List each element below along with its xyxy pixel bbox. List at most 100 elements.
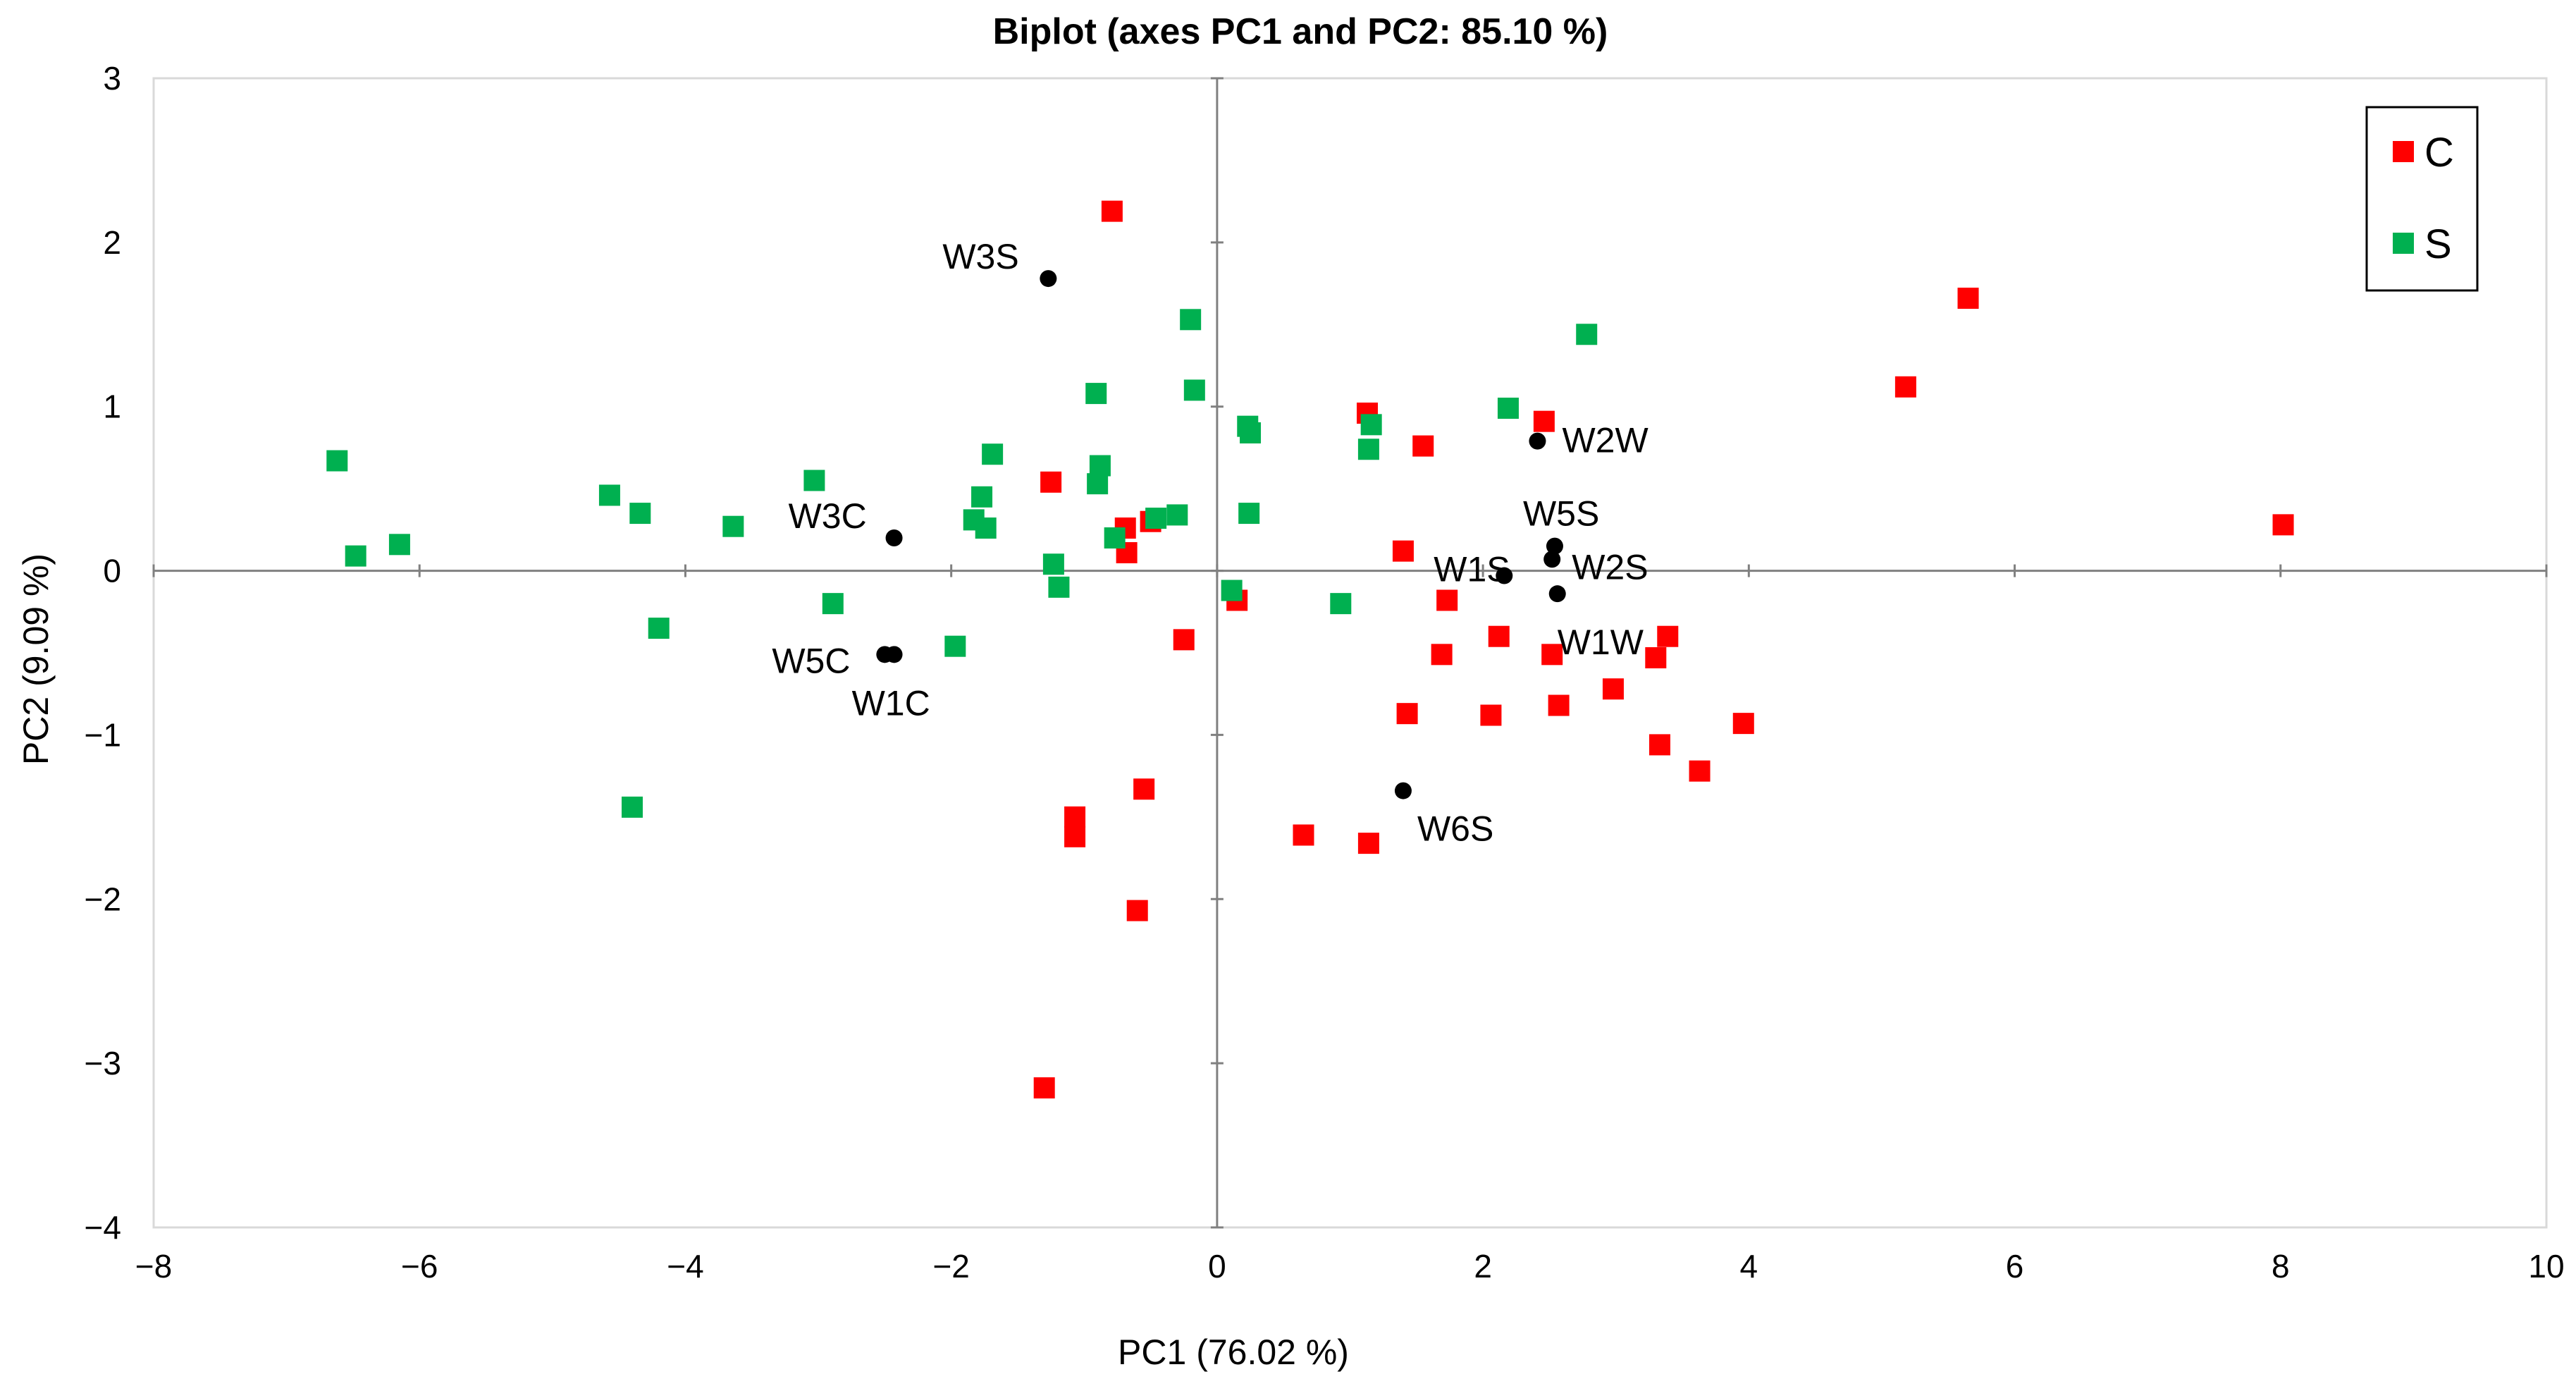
tick-labels: −8 −6 −4 −2 0 2 4 6 8 10 −4 −3 −2 −1 0 1 2 3 xyxy=(85,60,2565,1285)
point-S xyxy=(1180,309,1202,331)
point-S xyxy=(629,503,651,525)
point-C xyxy=(1033,1077,1055,1099)
x-tick-label: 10 xyxy=(2528,1248,2564,1285)
point-C xyxy=(1648,734,1670,756)
variable-point xyxy=(1546,537,1563,555)
variable-point xyxy=(1040,270,1057,288)
x-tick-label: 8 xyxy=(2272,1248,2290,1285)
x-tick-label: −4 xyxy=(667,1248,703,1285)
x-tick-label: −6 xyxy=(401,1248,438,1285)
variable-label: W1W xyxy=(1558,623,1644,662)
x-tick-label: 0 xyxy=(1208,1248,1226,1285)
variable-point xyxy=(885,529,903,546)
point-C xyxy=(1133,778,1155,800)
point-S xyxy=(944,635,966,657)
point-S xyxy=(1360,414,1382,436)
point-C xyxy=(1541,644,1563,666)
variable-label: W1S xyxy=(1434,550,1510,589)
point-C xyxy=(1126,900,1148,921)
point-C xyxy=(1396,703,1418,725)
point-S xyxy=(982,443,1004,465)
point-C xyxy=(1064,826,1086,847)
legend-label-C: C xyxy=(2424,130,2454,176)
point-S xyxy=(1166,504,1188,526)
point-S xyxy=(975,517,997,539)
point-S xyxy=(1089,455,1111,477)
point-S xyxy=(1240,422,1262,443)
variable-label: W2S xyxy=(1572,547,1648,587)
y-axis-label: PC2 (9.09 %) xyxy=(16,553,56,765)
point-S xyxy=(1042,553,1064,575)
point-C xyxy=(1480,704,1502,726)
point-C xyxy=(1548,694,1570,716)
point-S xyxy=(1085,383,1107,405)
point-S xyxy=(1183,379,1205,401)
variable-label: W5C xyxy=(772,641,850,680)
point-S xyxy=(648,618,670,639)
point-C xyxy=(1357,833,1379,854)
variable-label: W5S xyxy=(1523,494,1599,534)
y-tick-label: 1 xyxy=(103,388,121,425)
point-S xyxy=(345,545,366,567)
point-C xyxy=(1412,435,1434,457)
legend-label-S: S xyxy=(2424,221,2452,267)
x-tick-label: 4 xyxy=(1740,1248,1758,1285)
y-tick-label: −3 xyxy=(85,1045,121,1081)
point-C xyxy=(1173,629,1195,651)
point-S xyxy=(1145,508,1167,529)
y-tick-label: 0 xyxy=(103,553,121,589)
axes-layer xyxy=(152,77,2548,1229)
point-S xyxy=(598,484,620,506)
y-tick-label: −2 xyxy=(85,881,121,917)
point-S xyxy=(722,515,744,537)
variable-label: W2W xyxy=(1562,421,1648,460)
point-S xyxy=(1330,593,1352,615)
point-C xyxy=(1064,806,1086,828)
point-C xyxy=(2272,514,2294,536)
variable-point xyxy=(1543,551,1561,568)
variable-point xyxy=(1496,567,1513,584)
variable-label: W6S xyxy=(1417,809,1493,849)
point-S xyxy=(1357,439,1379,460)
point-S xyxy=(1104,527,1126,548)
legend-marker-C xyxy=(2393,141,2414,162)
y-tick-label: 3 xyxy=(103,60,121,97)
x-tick-label: −8 xyxy=(135,1248,172,1285)
point-S xyxy=(1221,580,1243,601)
point-C xyxy=(1645,646,1667,668)
point-C xyxy=(1488,625,1510,647)
point-S xyxy=(1497,398,1519,419)
data-points xyxy=(326,200,2294,1099)
point-S xyxy=(971,486,993,508)
point-S xyxy=(1238,503,1260,525)
chart-title: Biplot (axes PC1 and PC2: 85.10 %) xyxy=(993,11,1608,52)
y-tick-label: −4 xyxy=(85,1209,121,1246)
point-S xyxy=(1576,324,1598,345)
point-S xyxy=(1048,576,1070,598)
variable-point xyxy=(1394,782,1412,799)
point-S xyxy=(1087,473,1109,495)
legend: C S xyxy=(2365,106,2479,292)
point-S xyxy=(803,470,825,491)
point-S xyxy=(326,450,348,472)
point-C xyxy=(1894,376,1916,398)
point-S xyxy=(822,593,844,615)
point-S xyxy=(622,796,643,818)
point-C xyxy=(1436,589,1458,611)
legend-box xyxy=(2365,106,2479,292)
point-C xyxy=(1657,625,1679,647)
y-tick-label: 2 xyxy=(103,224,121,261)
variable-point xyxy=(1548,585,1566,603)
point-C xyxy=(1533,410,1555,432)
point-C xyxy=(1392,540,1414,562)
point-C xyxy=(1101,200,1123,222)
y-tick-label: −1 xyxy=(85,716,121,753)
x-axis-label: PC1 (76.02 %) xyxy=(1118,1332,1349,1372)
point-C xyxy=(1040,471,1062,493)
point-C xyxy=(1732,713,1754,735)
x-tick-label: −2 xyxy=(932,1248,969,1285)
point-S xyxy=(388,534,410,556)
variable-label: W1C xyxy=(852,683,930,723)
